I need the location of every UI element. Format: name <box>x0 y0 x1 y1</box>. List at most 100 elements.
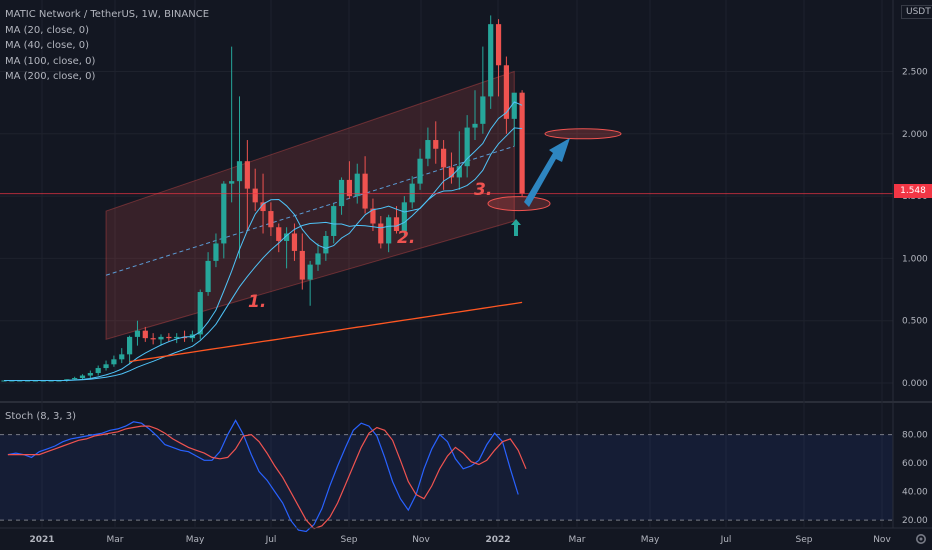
x-tick-label: May <box>641 535 660 545</box>
ma-40-label[interactable]: MA (40, close, 0) <box>5 40 90 51</box>
candle-body <box>174 336 180 339</box>
candle-body <box>331 206 337 236</box>
candle-body <box>268 211 274 228</box>
candle-body <box>158 336 164 340</box>
x-tick-label: Jul <box>265 535 277 545</box>
y-tick-label: 1.000 <box>902 254 928 264</box>
trend-arrow <box>524 138 570 207</box>
candle-body <box>299 250 305 280</box>
chart-legend: MATIC Network / TetherUS, 1W, BINANCE MA… <box>5 7 209 85</box>
candle-body <box>370 208 376 224</box>
ma-100-label[interactable]: MA (100, close, 0) <box>5 55 96 67</box>
x-tick-label: Nov <box>412 535 430 545</box>
candle-body <box>236 161 243 182</box>
candle-body <box>181 336 188 339</box>
candle-body <box>511 92 517 119</box>
currency-badge[interactable]: USDT <box>901 5 932 19</box>
candle-body <box>417 158 423 184</box>
candle-body <box>393 217 400 231</box>
candle-body <box>291 233 298 251</box>
candle-body <box>503 65 509 119</box>
candle-body <box>480 96 486 124</box>
candle-body <box>323 235 329 254</box>
up-marker <box>511 219 521 236</box>
candle-body <box>103 364 109 369</box>
candle-body <box>441 148 447 168</box>
stochastic-pane <box>0 419 893 533</box>
stoch-label[interactable]: Stoch (8, 3, 3) <box>5 411 77 422</box>
candle-body <box>1 380 7 382</box>
candle-body <box>456 166 462 178</box>
x-tick-label: Sep <box>341 535 358 545</box>
x-tick-label: Mar <box>107 535 124 545</box>
stoch-tick-label: 60.00 <box>902 459 928 469</box>
annotation-3: 3. <box>474 180 493 200</box>
grid <box>0 0 932 527</box>
annotation-2: 2. <box>397 228 416 248</box>
candle-body <box>79 375 86 379</box>
stoch-d-line <box>7 425 527 530</box>
symbol-title[interactable]: MATIC Network / TetherUS, 1W, BINANCE <box>5 9 210 20</box>
stoch-tick-label: 80.00 <box>902 431 928 441</box>
candle-body <box>260 202 266 212</box>
x-tick-label: Mar <box>569 535 586 545</box>
stoch-band <box>0 434 893 521</box>
stoch-k-line <box>7 419 519 533</box>
stoch-tick-label: 40.00 <box>902 488 928 498</box>
candle-body <box>276 227 282 241</box>
candle-body <box>284 233 290 241</box>
last-price-badge: 1.548 <box>894 184 932 198</box>
candle-body <box>95 368 101 374</box>
candle-body <box>87 373 93 376</box>
candle-body <box>111 359 117 365</box>
ma-20-line <box>4 101 523 381</box>
candle-body <box>346 179 352 197</box>
candle-body <box>40 380 46 382</box>
candle-body <box>362 173 368 209</box>
x-tick-label: 2021 <box>29 535 54 545</box>
candle-body <box>134 330 141 337</box>
candle-body <box>472 123 478 128</box>
candle-body <box>386 217 392 244</box>
candle-body <box>378 223 384 244</box>
candle-body <box>425 140 431 159</box>
candle-body <box>307 264 313 280</box>
candle-body <box>244 161 250 189</box>
candle-body <box>401 202 407 231</box>
x-tick-label: Sep <box>796 535 813 545</box>
candle-body <box>56 380 62 382</box>
ma-200-line <box>129 301 523 363</box>
candle-body <box>519 92 525 194</box>
candle-body <box>150 338 156 340</box>
gear-icon[interactable] <box>914 532 928 546</box>
candle-body <box>32 380 38 382</box>
x-tick-label: Jul <box>720 535 732 545</box>
ma-200-label[interactable]: MA (200, close, 0) <box>5 71 96 82</box>
candle-body <box>17 380 23 382</box>
y-tick-label: 2.500 <box>902 68 928 78</box>
candle-body <box>24 380 31 382</box>
candles <box>1 15 525 382</box>
annotation-1: 1. <box>248 292 267 312</box>
x-tick-label: Nov <box>873 535 891 545</box>
channel-midline <box>105 145 515 276</box>
y-tick-label: 0.000 <box>902 379 928 389</box>
candle-body <box>221 183 227 244</box>
candle-body <box>315 253 321 265</box>
candle-body <box>127 336 133 355</box>
candle-body <box>166 336 172 339</box>
y-tick-label: 0.500 <box>902 317 928 327</box>
y-tick-label: 2.000 <box>902 130 928 140</box>
x-tick-label: May <box>186 535 205 545</box>
candle-body <box>213 243 219 261</box>
candle-body <box>488 24 494 97</box>
candle-body <box>433 140 439 149</box>
candle-body <box>64 379 70 381</box>
candle-body <box>252 188 258 203</box>
candle-body <box>448 167 455 178</box>
candle-body <box>72 378 78 380</box>
ma-20-label[interactable]: MA (20, close, 0) <box>5 24 90 36</box>
stoch-tick-label: 20.00 <box>902 516 928 526</box>
